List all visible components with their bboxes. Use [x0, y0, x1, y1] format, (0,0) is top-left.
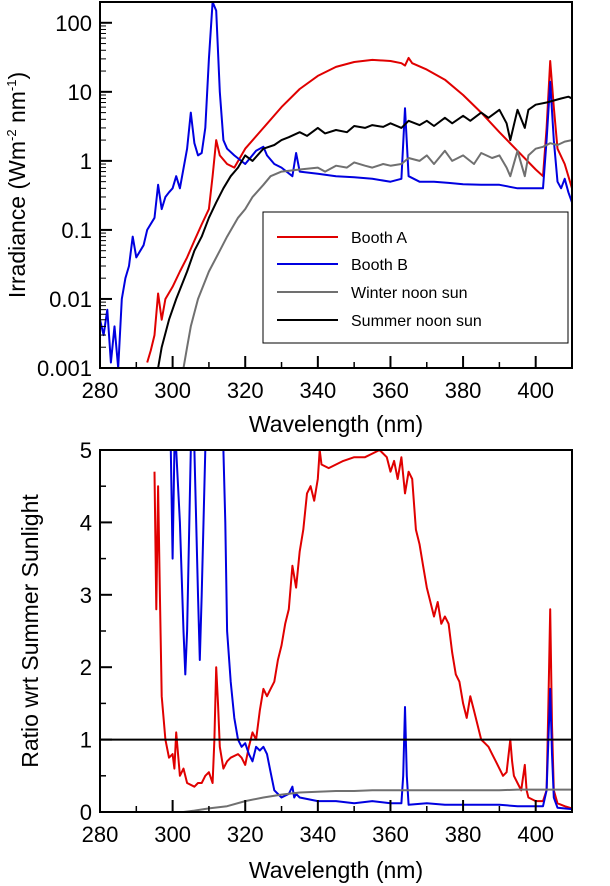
- bottom-x-axis-title: Wavelength (nm): [249, 857, 423, 883]
- top-y-ticks: 0.001 0.01 0.1 1 10 100: [37, 1, 112, 381]
- bottom-series-winter-noon-sun: [183, 788, 572, 812]
- top-y-tick-label: 0.001: [37, 356, 92, 381]
- bottom-series-booth-b: [169, 450, 572, 811]
- top-series-booth-b: [100, 2, 572, 368]
- top-y-tick-label: 1: [80, 149, 92, 174]
- bottom-x-tick-label: 380: [445, 822, 482, 847]
- bottom-y-tick-label: 3: [80, 583, 92, 608]
- bottom-x-tick-label: 400: [517, 822, 554, 847]
- legend-label-summer-noon-sun: Summer noon sun: [351, 313, 482, 330]
- top-series-booth-a: [146, 56, 572, 363]
- legend: Booth A Booth B Winter noon sun Summer n…: [262, 211, 569, 344]
- top-y-tick-label: 0.01: [49, 287, 92, 312]
- top-x-tick-label: 280: [82, 378, 119, 403]
- top-plot-frame: [99, 1, 573, 369]
- bottom-series-booth-a: [153, 450, 572, 810]
- bottom-x-tick-label: 340: [299, 822, 336, 847]
- top-x-tick-label: 380: [445, 378, 482, 403]
- top-y-axis-title: Irradiance (Wm-2 nm-1): [4, 72, 30, 298]
- top-series-winter-noon-sun: [182, 139, 572, 368]
- legend-item: Winter noon sun: [277, 285, 468, 302]
- top-x-tick-label: 320: [227, 378, 264, 403]
- top-y-tick-label: 100: [55, 11, 92, 36]
- bottom-plot-lines: [153, 450, 572, 812]
- legend-label-booth-b: Booth B: [351, 257, 408, 274]
- bottom-y-tick-label: 5: [80, 438, 92, 463]
- top-x-tick-label: 300: [154, 378, 191, 403]
- top-plot-lines: [100, 2, 572, 368]
- legend-item: Booth A: [277, 230, 407, 247]
- legend-label-winter-noon-sun: Winter noon sun: [351, 285, 468, 302]
- bottom-y-tick-label: 4: [80, 510, 92, 535]
- ratio-chart: 280 300 320 340 360 380 400 0 1 2 3 4 5 Wavelength …: [17, 438, 573, 883]
- legend-item: Booth B: [277, 257, 408, 274]
- bottom-x-ticks: 280 300 320 340 360 380 400: [82, 800, 554, 847]
- top-x-axis-title: Wavelength (nm): [249, 411, 423, 437]
- legend-label-booth-a: Booth A: [351, 230, 407, 247]
- bottom-y-tick-label: 2: [80, 655, 92, 680]
- legend-item: Summer noon sun: [277, 313, 482, 330]
- bottom-y-tick-label: 0: [80, 800, 92, 825]
- top-x-tick-label: 360: [372, 378, 409, 403]
- top-x-ticks: 280 300 320 340 360 380 400: [82, 356, 554, 403]
- bottom-x-tick-label: 280: [82, 822, 119, 847]
- legend-box: [262, 211, 569, 344]
- bottom-y-tick-label: 1: [80, 728, 92, 753]
- bottom-x-tick-label: 300: [154, 822, 191, 847]
- top-y-tick-label: 0.1: [61, 218, 92, 243]
- irradiance-chart: 280 300 320 340 360 380 400 0.001 0.01 0.1 1 10 100…: [4, 1, 573, 437]
- top-x-tick-label: 340: [299, 378, 336, 403]
- top-x-tick-label: 400: [517, 378, 554, 403]
- bottom-x-tick-label: 320: [227, 822, 264, 847]
- bottom-y-ticks: 0 1 2 3 4 5: [80, 438, 112, 825]
- top-series-summer-noon-sun: [157, 95, 572, 368]
- bottom-x-tick-label: 360: [372, 822, 409, 847]
- top-y-tick-label: 10: [68, 80, 92, 105]
- bottom-y-axis-title: Ratio wrt Summer Sunlight: [17, 494, 43, 768]
